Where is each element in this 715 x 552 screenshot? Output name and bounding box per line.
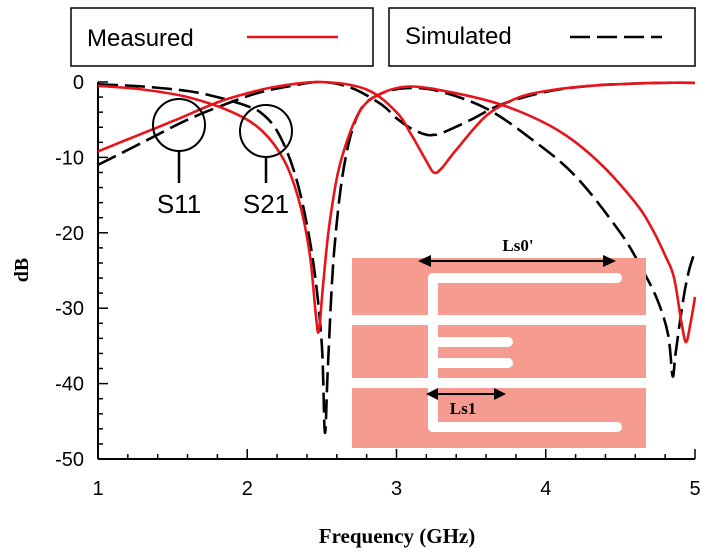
annotation-s11: S11 [152, 98, 206, 219]
inset-dimension-ls0: Ls0' [418, 236, 616, 267]
series-line-measured-s21 [97, 84, 697, 344]
inset-dimension-ls1: Ls1 [426, 388, 506, 418]
annotation-label-s21: S21 [243, 189, 289, 219]
series-line-measured-s11 [97, 80, 696, 175]
y-tick-label: 0 [73, 72, 84, 94]
x-tick-label: 4 [540, 478, 551, 500]
y-tick-label: -10 [55, 147, 84, 169]
y-tick-label: -50 [55, 449, 84, 471]
legend: Measured Simulated [70, 7, 696, 67]
y-tick-label: -20 [55, 223, 84, 245]
inset-meander-traces [340, 273, 657, 432]
axes [97, 81, 696, 460]
x-tick-label: 2 [242, 478, 253, 500]
inset-stub-geometry: Ls0' Ls1 [340, 236, 657, 448]
series-line-simulated-s21 [97, 83, 697, 434]
inset-label-ls1: Ls1 [450, 399, 476, 418]
y-tick-label: -30 [55, 298, 84, 320]
y-tick-label: -40 [55, 374, 84, 396]
x-tick-label: 5 [689, 478, 700, 500]
x-tick-label: 1 [92, 478, 103, 500]
inset-label-ls0: Ls0' [502, 236, 533, 255]
y-axis-label: dB [11, 258, 33, 282]
annotation-circle-s21 [239, 104, 293, 158]
annotation-label-s11: S11 [157, 189, 201, 219]
series-layer [97, 80, 697, 434]
legend-label-simulated: Simulated [405, 23, 512, 50]
x-tick-labels: 1 2 3 4 5 [92, 478, 700, 500]
inset-background [352, 258, 646, 448]
series-line-simulated-s11 [97, 80, 696, 167]
x-axis-label: Frequency (GHz) [319, 524, 476, 548]
y-tick-labels: 0 -10 -20 -30 -40 -50 [55, 72, 84, 471]
x-tick-label: 3 [391, 478, 402, 500]
legend-label-measured: Measured [87, 25, 194, 52]
annotation-s21: S21 [239, 104, 293, 219]
